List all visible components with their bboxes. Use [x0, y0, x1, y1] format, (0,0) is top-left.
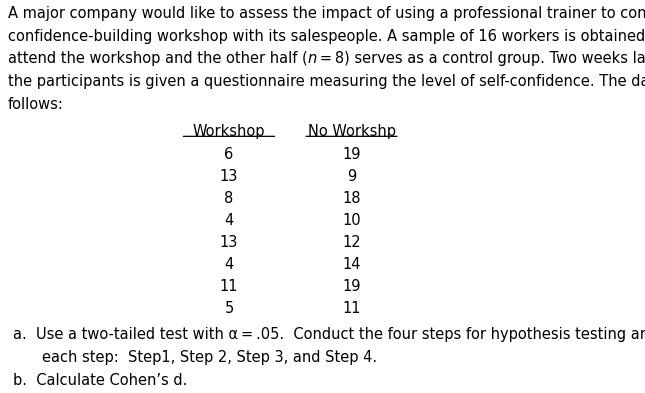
Text: 13: 13	[220, 169, 238, 184]
Text: Workshop: Workshop	[193, 124, 265, 139]
Text: 13: 13	[220, 235, 238, 250]
Text: 10: 10	[342, 213, 361, 228]
Text: 14: 14	[342, 257, 361, 272]
Text: A major company would like to assess the impact of using a professional trainer : A major company would like to assess the…	[8, 6, 645, 21]
Text: 19: 19	[342, 147, 361, 162]
Text: 6: 6	[224, 147, 233, 162]
Text: 9: 9	[347, 169, 356, 184]
Text: each step:  Step1, Step 2, Step 3, and Step 4.: each step: Step1, Step 2, Step 3, and St…	[42, 350, 377, 365]
Text: follows:: follows:	[8, 97, 64, 112]
Text: = 8) serves as a control group. Two weeks later, each of: = 8) serves as a control group. Two week…	[317, 51, 645, 66]
Text: 11: 11	[220, 279, 238, 294]
Text: confidence-building workshop with its salespeople. A sample of 16 workers is obt: confidence-building workshop with its sa…	[8, 29, 645, 44]
Text: No Workshp: No Workshp	[308, 124, 395, 139]
Text: attend the workshop and the other half (: attend the workshop and the other half (	[8, 51, 308, 66]
Text: 19: 19	[342, 279, 361, 294]
Text: 8: 8	[224, 191, 233, 206]
Text: 18: 18	[342, 191, 361, 206]
Text: the participants is given a questionnaire measuring the level of self-confidence: the participants is given a questionnair…	[8, 74, 645, 89]
Text: 5: 5	[224, 301, 233, 316]
Text: 4: 4	[224, 213, 233, 228]
Text: 12: 12	[342, 235, 361, 250]
Text: 11: 11	[342, 301, 361, 316]
Text: 4: 4	[224, 257, 233, 272]
Text: n: n	[308, 51, 317, 66]
Text: a.  Use a two-tailed test with α = .05.  Conduct the four steps for hypothesis t: a. Use a two-tailed test with α = .05. C…	[13, 327, 645, 342]
Text: b.  Calculate Cohen’s d.: b. Calculate Cohen’s d.	[13, 373, 187, 388]
